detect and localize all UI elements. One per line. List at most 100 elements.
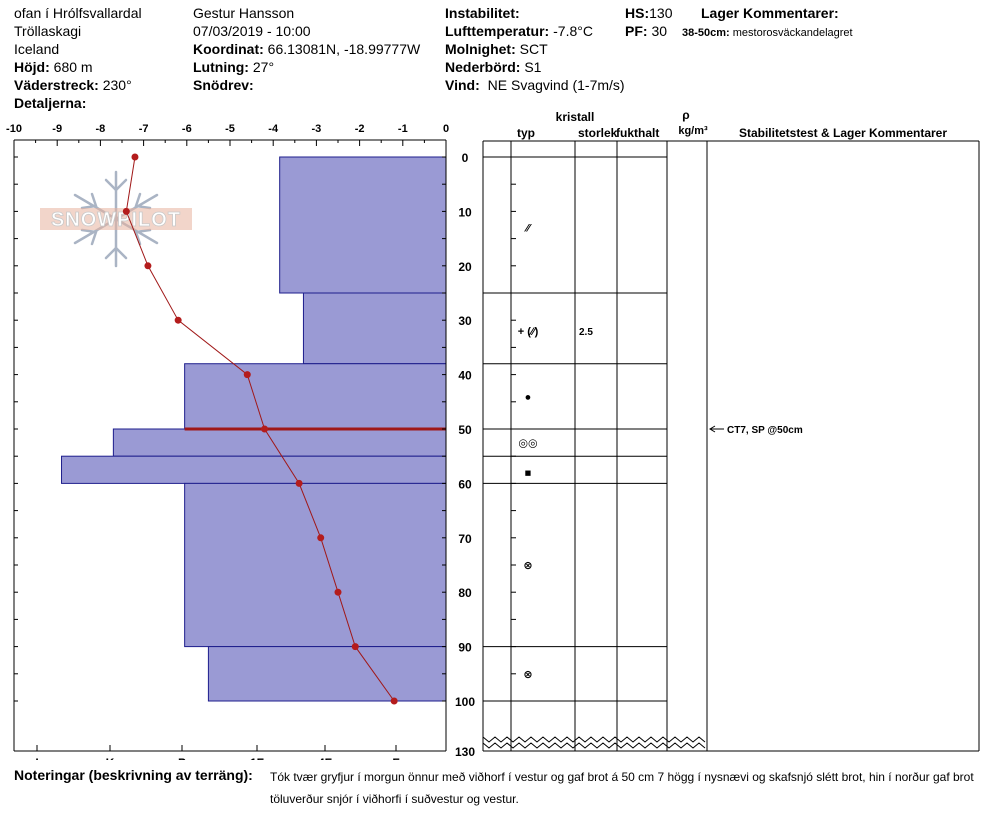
layer-comments-label: Lager Kommentarer: [701,5,839,21]
grain-form-symbol: ■ [525,468,532,480]
temperature-point [144,262,152,270]
grain-form-symbol: ⊗ [523,669,532,681]
temperature-point [390,697,398,705]
col-density-unit: kg/m³ [678,125,708,137]
precip-label: Nederbörd: [445,59,521,75]
logo-text: SNOWPILOT [51,209,181,231]
temperature-point [131,153,139,161]
hardness-layer-3 [112,428,447,457]
hardness-tick-label: K [106,756,115,760]
hardness-layer-2 [184,363,447,430]
hardness-tick-label: F [392,756,399,760]
temp-tick-label: -6 [182,123,192,135]
wind: Vind: NE Svagvind (1-7m/s) [445,76,625,94]
temperature-point [261,425,269,433]
aspect: Väderstreck: 230° [14,76,132,94]
slope-value: 27° [252,59,275,75]
air-temperature: Lufttemperatur: -7.8°C [445,22,593,40]
depth-tick-label: 50 [458,423,472,437]
temp-tick-label: -10 [6,123,22,135]
grain-form-symbol: ◎◎ [518,438,537,450]
temp-tick-label: -5 [225,123,235,135]
col-crystal: kristall [556,110,595,124]
left-axes: -10 -9 -8 -7 -6 -5 -4 -3 -2 -1 0010203040506070809… [6,123,475,760]
pf-label: PF: [625,23,648,39]
grain-size-label: 2.5 [579,327,593,338]
depth-tick-label: 10 [458,205,472,219]
snow-profile-chart: SNOWPILOT -10 -9 -8 -7 -6 -5 -4 -3 -2 -1 001020304… [6,108,980,760]
coord-value: 66.13081N, -18.99777W [267,41,421,57]
hardness-layer-6 [207,646,447,702]
col-size: storlek [578,126,618,140]
location-name: ofan í Hrólfsvallardal [14,5,142,21]
slope-label: Lutning: [193,59,249,75]
hardness-tick-label: I [35,756,38,760]
depth-tick-label: 40 [458,369,472,383]
depth-tick-label: 30 [458,314,472,328]
temperature-point [295,479,303,487]
grain-form-symbol: ⁄⁄ [523,223,532,235]
datetime: 07/03/2019 - 10:00 [193,23,311,39]
coordinates: Koordinat: 66.13081N, -18.99777W [193,40,420,58]
hardness-tick-label: P [178,756,186,760]
elevation-label: Höjd: [14,59,50,75]
depth-bottom-label: 130 [455,745,475,759]
grain-form-symbol: ⊗ [523,560,532,572]
elevation: Höjd: 680 m [14,58,93,76]
temp-tick-label: -9 [52,123,62,135]
details-label: Detaljerna: [14,95,87,111]
hardness-layers [61,156,447,702]
temperature-point [122,207,130,215]
stability-test-label: CT7, SP @50cm [727,425,803,436]
depth-tick-label: 80 [458,586,472,600]
drift-label: Snödrev: [193,77,254,93]
temp-tick-label: -1 [398,123,408,135]
hardness-tick-label: 4F [318,756,332,760]
sky-value: SCT [519,41,548,57]
sky: Molnighet: SCT [445,40,548,58]
col-type: typ [517,126,535,140]
column-headers: kristall typ storlek fukthalt ρ kg/m³ St… [517,108,947,140]
depth-tick-label: 90 [458,641,472,655]
elevation-value: 680 m [53,59,93,75]
temp-tick-label: -3 [312,123,322,135]
hardness-layer-5 [184,482,447,648]
pf-value: 30 [651,23,668,39]
aspect-label: Väderstreck: [14,77,99,93]
col-rho: ρ [682,108,689,122]
hardness-layer-1 [302,292,447,365]
temp-tick-label: -2 [355,123,365,135]
temperature-point [334,588,342,596]
depth-break-line [482,742,706,749]
stability-arrow-head [709,425,716,433]
wind-label: Vind: [445,77,480,93]
snowpilot-logo: SNOWPILOT [40,170,192,268]
layer-table: ⁄⁄ + (⁄⁄) 2.5 ● ◎◎ ■ ⊗ ⊗ CT7, SP @50cm [482,140,980,752]
aspect-value: 230° [102,77,132,93]
notes-text: Tók tvær gryfjur í morgun önnur með viðh… [270,770,974,806]
grain-form-symbol: + (⁄⁄) [518,326,539,338]
hs-value: 130 [649,5,673,21]
grain-form-symbol: ● [525,391,532,403]
layer-comment-text: mestorosväckandelagret [732,27,853,39]
temperature-point [243,371,251,379]
airtemp-value: -7.8°C [553,23,593,39]
precip-value: S1 [524,59,542,75]
hs: HS:130 [625,4,672,22]
temp-tick-label: -7 [139,123,149,135]
sky-label: Molnighet: [445,41,516,57]
coord-label: Koordinat: [193,41,264,57]
depth-break-line [482,736,706,743]
depth-tick-label: 0 [462,151,469,165]
wind-value: NE Svagvind (1-7m/s) [487,77,625,93]
hardness-layer-4 [61,455,447,484]
hs-label: HS: [625,5,650,21]
temperature-point [317,534,325,542]
depth-tick-label: 20 [458,260,472,274]
col-stability: Stabilitetstest & Lager Kommentarer [739,126,947,140]
depth-tick-label: 60 [458,477,472,491]
region: Tröllaskagi [14,23,82,39]
temperature-point [174,316,182,324]
instability-label: Instabilitet: [445,5,520,21]
pf: PF: 30 [625,22,667,40]
